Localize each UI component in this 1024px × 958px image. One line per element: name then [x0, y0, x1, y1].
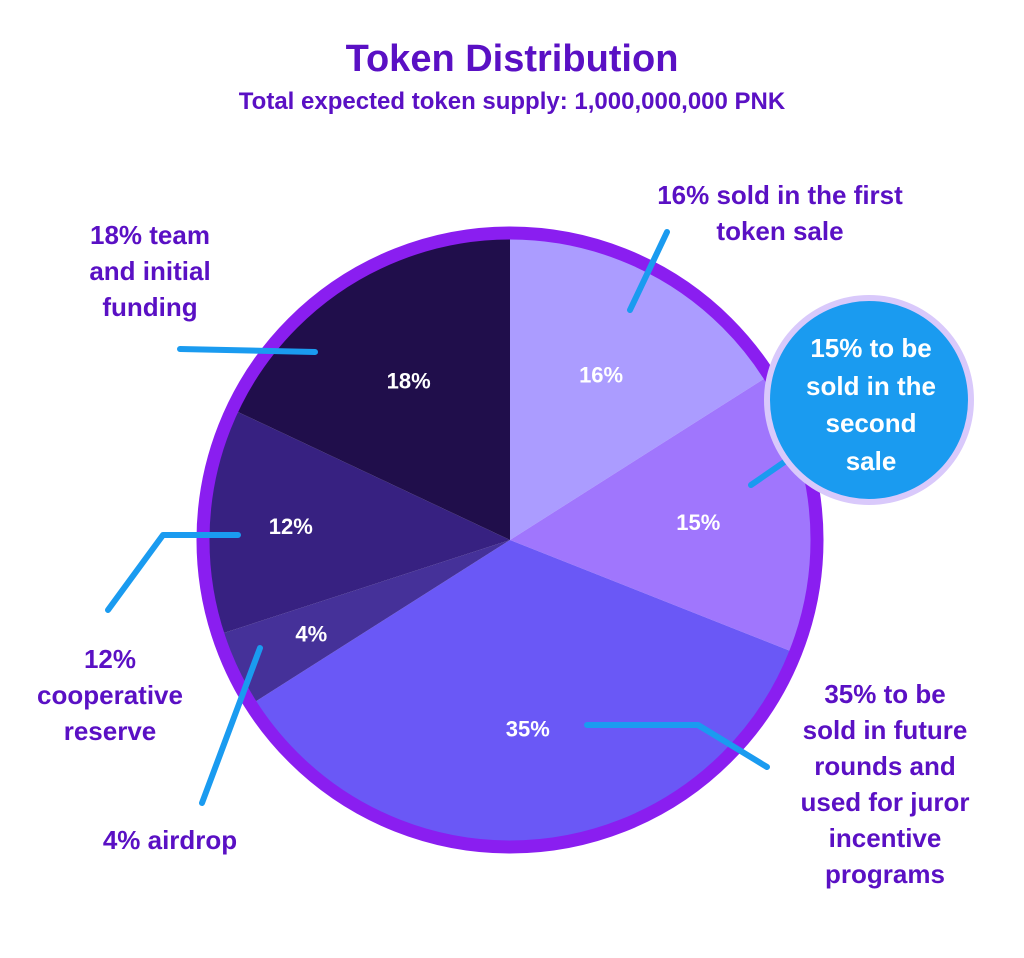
pie-slice-35 — [252, 540, 794, 846]
pie-slice-4 — [219, 540, 510, 704]
pie-slice-16 — [510, 235, 768, 540]
slice-label-15: 15% — [676, 510, 720, 535]
annotation-first-sale: 16% sold in the first token sale — [657, 180, 903, 246]
annotation-second-sale: 15% to be sold in the second sale — [806, 333, 936, 476]
second-sale-bubble — [764, 295, 974, 505]
slice-label-16: 16% — [579, 362, 623, 387]
slice-label-12: 12% — [269, 514, 313, 539]
leader-line-team — [177, 346, 318, 355]
pie-slice-15 — [510, 376, 816, 653]
slice-label-18: 18% — [387, 368, 431, 393]
chart-subtitle: Total expected token supply: 1,000,000,0… — [238, 88, 786, 115]
annotation-cooperative-reserve: 12% cooperative reserve — [37, 644, 183, 746]
slice-label-4: 4% — [295, 622, 327, 647]
pie-slice-18 — [234, 235, 510, 540]
annotation-airdrop: 4% airdrop — [102, 825, 238, 855]
leader-line-future — [584, 722, 770, 770]
pie-outline — [196, 226, 824, 854]
chart-title: Token Distribution — [345, 38, 679, 80]
slice-label-35: 35% — [506, 716, 550, 741]
pie-slice-12 — [205, 410, 510, 635]
leader-line-airdrop — [199, 645, 263, 806]
leader-line-cooperative — [105, 532, 241, 613]
annotation-team-funding: 18% team and initial funding — [89, 220, 211, 322]
annotation-future-rounds: 35% to be sold in future rounds and used f… — [800, 679, 970, 889]
leader-line-first-sale — [627, 229, 670, 313]
